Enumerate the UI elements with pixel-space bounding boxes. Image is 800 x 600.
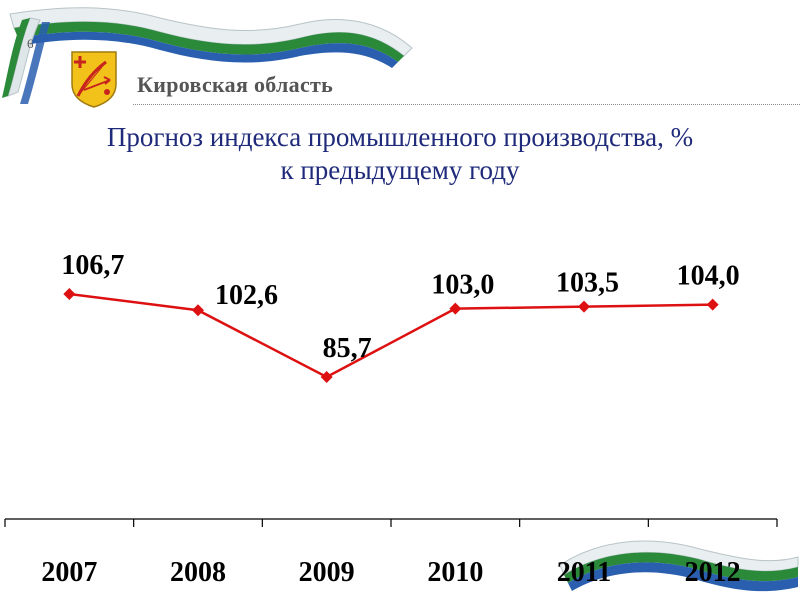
data-point-2010 (449, 302, 462, 315)
data-point-2007 (63, 288, 76, 300)
data-label-2009: 85,7 (323, 333, 372, 364)
x-tick-label-2009: 2009 (299, 557, 355, 588)
data-label-2010: 103,0 (431, 270, 494, 301)
slide-number: 6 (27, 36, 34, 51)
header-divider (133, 104, 800, 105)
series-line (69, 292, 713, 379)
region-name: Кировская область (137, 72, 334, 97)
x-tick-label-2012: 2012 (685, 557, 741, 588)
x-tick-label-2010: 2010 (427, 557, 483, 588)
data-label-2008: 102,6 (215, 280, 278, 311)
kirov-coat-of-arms-icon (71, 51, 117, 108)
data-point-2011 (578, 300, 590, 313)
flag-ribbon-top (2, 7, 413, 104)
data-point-2008 (192, 304, 204, 317)
title-line-2: к предыдущему году (280, 155, 520, 185)
data-point-2009 (320, 371, 333, 383)
x-tick-label-2008: 2008 (170, 557, 226, 588)
data-label-2011: 103,5 (556, 268, 619, 299)
x-tick-label-2007: 2007 (41, 557, 97, 588)
slide-title: Прогноз индекса промышленного производст… (0, 121, 800, 187)
data-point-2012 (706, 298, 719, 311)
data-label-2012: 104,0 (677, 261, 740, 292)
title-line-1: Прогноз индекса промышленного производст… (106, 122, 694, 152)
x-tick-label-2011: 2011 (557, 557, 611, 588)
flag-ribbon-bottom (560, 540, 799, 592)
data-label-2007: 106,7 (61, 250, 124, 281)
